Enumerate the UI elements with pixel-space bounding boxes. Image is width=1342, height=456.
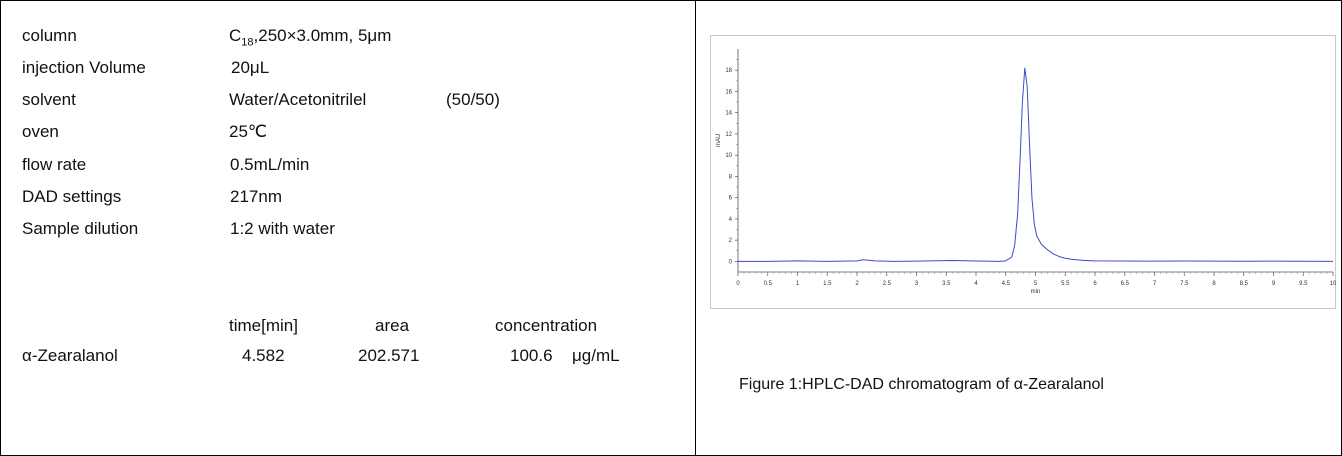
result-compound: α-Zearalanol bbox=[22, 346, 118, 365]
param-value-dad-settings: 217nm bbox=[230, 187, 282, 206]
x-tick-label: 6 bbox=[1093, 281, 1097, 287]
param-value-injection-volume: 20μL bbox=[231, 58, 270, 77]
x-axis: 0 0.5 1 1.5 2 2.5 3 3.5 4 4.5 5 5.5 6 6.5 7 7.5 8 8.5 9 9.5… bbox=[736, 271, 1337, 295]
x-tick-label: 7 bbox=[1153, 281, 1157, 287]
param-value-sample-dilution: 1:2 with water bbox=[230, 219, 335, 238]
result-concentration: 100.6 bbox=[510, 346, 553, 365]
x-tick-label: 1.5 bbox=[823, 281, 832, 287]
y-tick-label: 18 bbox=[725, 68, 732, 74]
param-label-solvent: solvent bbox=[22, 90, 76, 109]
x-tick-label: 2 bbox=[855, 281, 859, 287]
result-area: 202.571 bbox=[358, 346, 420, 365]
y-tick-label: 8 bbox=[729, 174, 733, 180]
x-tick-label: 1 bbox=[796, 281, 800, 287]
param-value-oven: 25℃ bbox=[229, 122, 268, 141]
param-value-solvent: Water/Acetonitrilel bbox=[229, 90, 367, 109]
param-label-column: column bbox=[22, 26, 77, 45]
y-axis-label: mAU bbox=[716, 134, 722, 147]
param-label-sample-dilution: Sample dilution bbox=[22, 219, 139, 238]
y-tick-label: 6 bbox=[729, 196, 733, 202]
param-value-solvent-ratio: (50/50) bbox=[446, 90, 500, 109]
y-tick-label: 16 bbox=[725, 89, 732, 95]
x-tick-label: 7.5 bbox=[1180, 281, 1189, 287]
x-tick-label: 5.5 bbox=[1061, 281, 1070, 287]
result-time: 4.582 bbox=[242, 346, 285, 365]
x-tick-label: 5 bbox=[1034, 281, 1038, 287]
param-label-dad-settings: DAD settings bbox=[22, 187, 122, 206]
result-unit: μg/mL bbox=[572, 346, 620, 365]
y-tick-label: 0 bbox=[729, 259, 733, 265]
param-label-oven: oven bbox=[22, 122, 59, 141]
chart-frame bbox=[710, 35, 1336, 309]
header-area: area bbox=[375, 316, 410, 335]
series-layer bbox=[738, 67, 1334, 262]
x-tick-label: 8 bbox=[1212, 281, 1216, 287]
figure-caption: Figure 1:HPLC-DAD chromatogram of α-Zear… bbox=[739, 376, 1104, 393]
y-axis: 0 2 4 6 8 10 12 14 16 18 mAU bbox=[716, 49, 739, 272]
panel-divider bbox=[695, 0, 696, 456]
x-axis-label: min bbox=[1031, 289, 1041, 295]
x-tick-label: 6.5 bbox=[1121, 281, 1130, 287]
x-tick-label: 8.5 bbox=[1240, 281, 1249, 287]
x-tick-label: 3.5 bbox=[942, 281, 951, 287]
x-tick-label: 9.5 bbox=[1299, 281, 1308, 287]
y-tick-label: 10 bbox=[725, 153, 732, 159]
header-time: time[min] bbox=[229, 316, 298, 335]
series-line bbox=[738, 67, 1334, 262]
param-value-column: C18,250×3.0mm, 5μm bbox=[229, 26, 392, 49]
x-tick-label: 4.5 bbox=[1002, 281, 1011, 287]
x-tick-label: 0.5 bbox=[764, 281, 773, 287]
x-tick-label: 9 bbox=[1272, 281, 1276, 287]
x-tick-label: 2.5 bbox=[883, 281, 892, 287]
x-tick-label: 3 bbox=[915, 281, 919, 287]
param-label-injection-volume: injection Volume bbox=[22, 58, 146, 77]
x-tick-label: 4 bbox=[974, 281, 978, 287]
y-tick-label: 4 bbox=[729, 217, 733, 223]
param-label-flow-rate: flow rate bbox=[22, 155, 87, 174]
chromatogram-chart: 0 2 4 6 8 10 12 14 16 18 mAU 0 0.5 1 1.5 2 2.5 3 3.5 4 4.5 5… bbox=[716, 49, 1337, 295]
header-concentration: concentration bbox=[495, 316, 598, 335]
param-value-flow-rate: 0.5mL/min bbox=[230, 155, 310, 174]
y-tick-label: 14 bbox=[725, 111, 732, 117]
x-tick-label: 10 bbox=[1330, 281, 1337, 287]
x-tick-label: 0 bbox=[736, 281, 740, 287]
y-tick-label: 12 bbox=[725, 132, 732, 138]
y-tick-label: 2 bbox=[729, 238, 733, 244]
